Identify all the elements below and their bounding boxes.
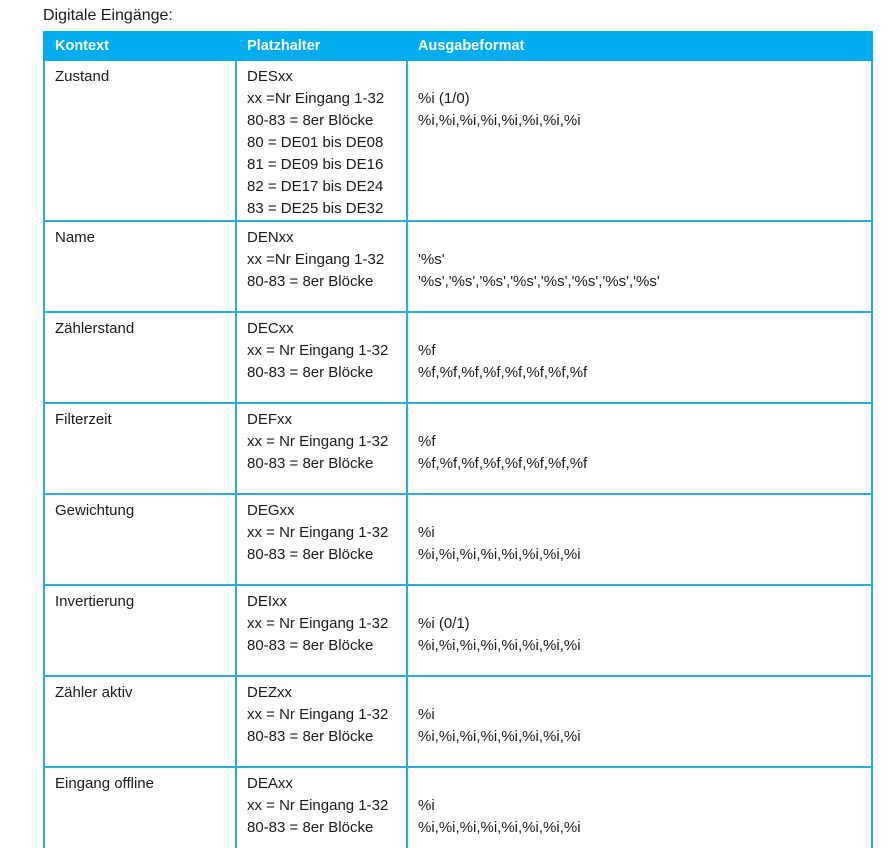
text-line: %f — [418, 342, 436, 359]
text-line: %f — [418, 433, 436, 450]
text-line: xx = Nr Eingang 1-32 — [247, 433, 389, 450]
text-line: 80-83 = 8er Blöcke — [247, 819, 374, 836]
table-row: Invertierung DEIxx xx = Nr Eingang 1-32 80… — [43, 584, 873, 677]
platzhalter-cell: DEIxx xx = Nr Eingang 1-32 80-83 = 8er Blö… — [235, 584, 408, 677]
column-header-platzhalter: Platzhalter — [235, 31, 408, 61]
table-row: Zählerstand DECxx xx = Nr Eingang 1-32 80-… — [43, 311, 873, 404]
ausgabeformat-cell: %i %i,%i,%i,%i,%i,%i,%i,%i — [406, 675, 873, 768]
text-line: 80 = DE01 bis DE08 — [247, 134, 384, 151]
text-line: %i — [418, 797, 435, 814]
text-line: Gewichtung — [55, 502, 135, 519]
text-line: xx = Nr Eingang 1-32 — [247, 797, 389, 814]
table-row: Zustand DESxx xx =Nr Eingang 1-32 80-83 = … — [43, 59, 873, 222]
text-line: Zustand — [55, 68, 110, 85]
text-line: %i — [418, 706, 435, 723]
text-line: %f,%f,%f,%f,%f,%f,%f,%f — [418, 455, 588, 472]
text-line: 83 = DE25 bis DE32 — [247, 200, 384, 217]
text-line — [418, 227, 863, 249]
kontext-cell: Zustand — [43, 59, 237, 222]
text-line: 80-83 = 8er Blöcke — [247, 728, 374, 745]
text-line: 80-83 = 8er Blöcke — [247, 273, 374, 290]
ausgabeformat-cell: '%s' '%s','%s','%s','%s','%s','%s','%s','… — [406, 220, 873, 313]
text-line: 80-83 = 8er Blöcke — [247, 637, 374, 654]
text-line: Eingang offline — [55, 775, 154, 792]
text-line: xx =Nr Eingang 1-32 — [247, 90, 385, 107]
text-line: 80-83 = 8er Blöcke — [247, 364, 374, 381]
text-line: %i — [418, 524, 435, 541]
text-line — [418, 318, 863, 340]
column-header-kontext: Kontext — [43, 31, 237, 61]
text-line: DENxx — [247, 229, 294, 246]
text-line — [418, 66, 863, 88]
table-row: Eingang offline DEAxx xx = Nr Eingang 1-3… — [43, 766, 873, 848]
text-line: %i,%i,%i,%i,%i,%i,%i,%i — [418, 637, 581, 654]
text-line: DEIxx — [247, 593, 288, 610]
kontext-cell: Zähler aktiv — [43, 675, 237, 768]
text-line: xx = Nr Eingang 1-32 — [247, 342, 389, 359]
text-line: DESxx — [247, 68, 293, 85]
platzhalter-cell: DEGxx xx = Nr Eingang 1-32 80-83 = 8er Blö… — [235, 493, 408, 586]
ausgabeformat-cell: %i (0/1) %i,%i,%i,%i,%i,%i,%i,%i — [406, 584, 873, 677]
platzhalter-cell: DECxx xx = Nr Eingang 1-32 80-83 = 8er Blö… — [235, 311, 408, 404]
text-line: %i,%i,%i,%i,%i,%i,%i,%i — [418, 546, 581, 563]
text-line: 82 = DE17 bis DE24 — [247, 178, 384, 195]
text-line — [418, 773, 863, 795]
text-line: %i,%i,%i,%i,%i,%i,%i,%i — [418, 728, 581, 745]
text-line — [418, 682, 863, 704]
text-line — [418, 409, 863, 431]
ausgabeformat-cell: %i %i,%i,%i,%i,%i,%i,%i,%i — [406, 766, 873, 848]
text-line: %i,%i,%i,%i,%i,%i,%i,%i — [418, 112, 581, 129]
text-line: xx =Nr Eingang 1-32 — [247, 251, 385, 268]
text-line: xx = Nr Eingang 1-32 — [247, 524, 389, 541]
text-line — [418, 591, 863, 613]
text-line — [418, 500, 863, 522]
ausgabeformat-cell: %f %f,%f,%f,%f,%f,%f,%f,%f — [406, 402, 873, 495]
text-line: Filterzeit — [55, 411, 112, 428]
kontext-cell: Filterzeit — [43, 402, 237, 495]
platzhalter-cell: DEAxx xx = Nr Eingang 1-32 80-83 = 8er Blö… — [235, 766, 408, 848]
text-line: Name — [55, 229, 96, 246]
text-line: xx = Nr Eingang 1-32 — [247, 706, 389, 723]
table-row: Name DENxx xx =Nr Eingang 1-32 80-83 = 8er… — [43, 220, 873, 313]
text-line: %i (1/0) — [418, 90, 470, 107]
digital-inputs-table: Kontext Platzhalter Ausgabeformat Zustan… — [43, 31, 873, 848]
text-line: Invertierung — [55, 593, 135, 610]
platzhalter-cell: DEFxx xx = Nr Eingang 1-32 80-83 = 8er Blö… — [235, 402, 408, 495]
text-line: '%s','%s','%s','%s','%s','%s','%s','%s' — [418, 273, 660, 290]
ausgabeformat-cell: %i %i,%i,%i,%i,%i,%i,%i,%i — [406, 493, 873, 586]
page-title: Digitale Eingänge: — [43, 7, 173, 24]
column-header-ausgabeformat: Ausgabeformat — [406, 31, 873, 61]
text-line: %f,%f,%f,%f,%f,%f,%f,%f — [418, 364, 588, 381]
text-line: 81 = DE09 bis DE16 — [247, 156, 384, 173]
text-line: xx = Nr Eingang 1-32 — [247, 615, 389, 632]
text-line: DEAxx — [247, 775, 293, 792]
text-line: Zählerstand — [55, 320, 135, 337]
kontext-cell: Eingang offline — [43, 766, 237, 848]
text-line: %i (0/1) — [418, 615, 470, 632]
kontext-cell: Gewichtung — [43, 493, 237, 586]
ausgabeformat-cell: %i (1/0) %i,%i,%i,%i,%i,%i,%i,%i — [406, 59, 873, 222]
text-line: 80-83 = 8er Blöcke — [247, 112, 374, 129]
platzhalter-cell: DENxx xx =Nr Eingang 1-32 80-83 = 8er Blöc… — [235, 220, 408, 313]
text-line: 80-83 = 8er Blöcke — [247, 546, 374, 563]
text-line: DECxx — [247, 320, 294, 337]
table-row: Gewichtung DEGxx xx = Nr Eingang 1-32 80-8… — [43, 493, 873, 586]
kontext-cell: Zählerstand — [43, 311, 237, 404]
text-line: DEGxx — [247, 502, 295, 519]
text-line: '%s' — [418, 251, 445, 268]
text-line: DEFxx — [247, 411, 292, 428]
text-line: DEZxx — [247, 684, 292, 701]
kontext-cell: Invertierung — [43, 584, 237, 677]
ausgabeformat-cell: %f %f,%f,%f,%f,%f,%f,%f,%f — [406, 311, 873, 404]
kontext-cell: Name — [43, 220, 237, 313]
text-line: 80-83 = 8er Blöcke — [247, 455, 374, 472]
text-line: %i,%i,%i,%i,%i,%i,%i,%i — [418, 819, 581, 836]
table-header-row: Kontext Platzhalter Ausgabeformat — [43, 31, 873, 61]
platzhalter-cell: DESxx xx =Nr Eingang 1-32 80-83 = 8er Blöc… — [235, 59, 408, 222]
table-row: Filterzeit DEFxx xx = Nr Eingang 1-32 80-8… — [43, 402, 873, 495]
platzhalter-cell: DEZxx xx = Nr Eingang 1-32 80-83 = 8er Blö… — [235, 675, 408, 768]
text-line: Zähler aktiv — [55, 684, 133, 701]
table-row: Zähler aktiv DEZxx xx = Nr Eingang 1-32 80… — [43, 675, 873, 768]
